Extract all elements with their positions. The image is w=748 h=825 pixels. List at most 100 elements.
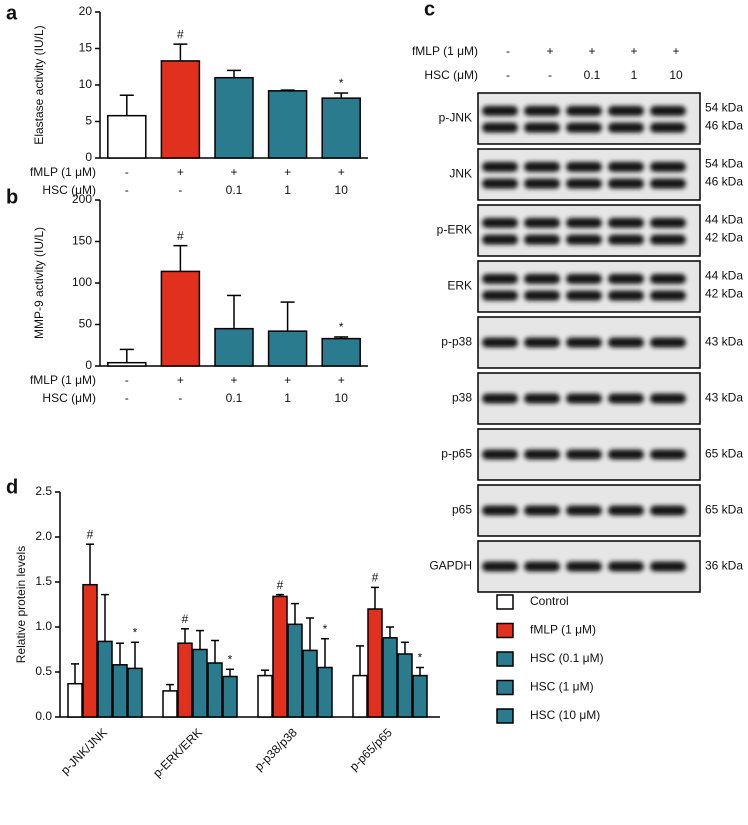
x-tick-label: p-p38/p38	[252, 725, 300, 773]
blot-band	[482, 505, 518, 516]
significance-mark: #	[277, 578, 284, 592]
blot-band	[608, 273, 644, 284]
bar	[214, 76, 254, 159]
blot-band	[524, 178, 560, 189]
blot-frame	[477, 260, 701, 313]
blot-band	[650, 337, 686, 348]
legend-swatch	[496, 651, 514, 667]
blot-band	[566, 217, 602, 228]
blot-band	[524, 161, 560, 172]
condition-value: 10	[335, 183, 349, 197]
kda-label: 44 kDa	[705, 268, 743, 282]
kda-label: 46 kDa	[705, 174, 743, 188]
blot-row-label: p65	[452, 503, 472, 517]
x-tick-label: p-ERK/ERK	[150, 725, 205, 780]
blot-band	[650, 178, 686, 189]
blot-band	[650, 290, 686, 301]
blot-row-label: p-p38	[441, 335, 472, 349]
blot-frame	[477, 204, 701, 257]
y-tick-label: 0	[85, 150, 92, 164]
kda-label: 54 kDa	[705, 100, 743, 114]
blot-band	[608, 505, 644, 516]
significance-mark: *	[228, 652, 233, 666]
condition-value: 0.1	[226, 391, 243, 405]
blot-frame	[477, 148, 701, 201]
y-tick-label: 50	[79, 317, 93, 331]
blot-row-label: p-ERK	[437, 223, 472, 237]
condition-value: -	[506, 44, 510, 58]
bar	[412, 674, 428, 718]
kda-label: 46 kDa	[705, 118, 743, 132]
condition-value: -	[548, 68, 552, 82]
condition-value: -	[506, 68, 510, 82]
significance-mark: *	[133, 625, 138, 639]
kda-label: 54 kDa	[705, 156, 743, 170]
blot-band	[650, 561, 686, 572]
blot-band	[566, 337, 602, 348]
kda-label: 36 kDa	[705, 559, 743, 573]
legend-label: fMLP (1 μM)	[530, 623, 596, 637]
panel-label: a	[6, 2, 18, 24]
condition-label: HSC (μM)	[42, 183, 96, 197]
y-axis-label: Relative protein levels	[14, 546, 28, 663]
condition-value: -	[125, 165, 129, 179]
condition-value: +	[630, 44, 637, 58]
blot-band	[608, 337, 644, 348]
kda-label: 43 kDa	[705, 335, 743, 349]
bar	[82, 583, 98, 718]
significance-mark: #	[177, 27, 184, 41]
significance-mark: *	[339, 320, 344, 334]
bar	[107, 361, 147, 367]
legend-label: HSC (0.1 μM)	[530, 651, 604, 665]
blot-band	[524, 393, 560, 404]
panel-label: c	[424, 0, 435, 20]
bar	[267, 330, 308, 367]
bar	[321, 337, 361, 367]
bar	[267, 90, 308, 159]
condition-label: fMLP (1 μM)	[30, 373, 96, 387]
condition-value: 1	[284, 183, 291, 197]
blot-band	[650, 122, 686, 133]
bar	[397, 653, 413, 718]
bar	[222, 675, 238, 718]
blot-band	[482, 273, 518, 284]
bar	[160, 60, 201, 159]
blot-band	[524, 234, 560, 245]
blot-band	[566, 234, 602, 245]
blot-band	[608, 290, 644, 301]
condition-value: -	[125, 391, 129, 405]
blot-band	[482, 217, 518, 228]
y-tick-label: 15	[79, 41, 93, 55]
condition-value: +	[338, 165, 345, 179]
significance-mark: *	[323, 622, 328, 636]
bar	[207, 662, 223, 718]
blot-band	[650, 217, 686, 228]
blot-band	[566, 122, 602, 133]
blot-band	[650, 273, 686, 284]
blot-band	[482, 161, 518, 172]
x-tick-label: p-p65/p65	[347, 725, 395, 773]
blot-band	[482, 393, 518, 404]
bar	[67, 682, 83, 718]
legend-label: HSC (1 μM)	[530, 680, 594, 694]
blot-band	[482, 449, 518, 460]
condition-value: -	[125, 183, 129, 197]
blot-band	[524, 105, 560, 116]
blot-band	[524, 337, 560, 348]
blot-band	[482, 337, 518, 348]
panel-label: d	[6, 476, 18, 498]
bar	[112, 664, 128, 718]
condition-value: +	[230, 165, 237, 179]
blot-band	[482, 290, 518, 301]
y-axis-label: Elastase activity (IU/L)	[32, 25, 46, 144]
kda-label: 44 kDa	[705, 212, 743, 226]
blot-band	[566, 273, 602, 284]
condition-value: +	[672, 44, 679, 58]
blot-band	[524, 122, 560, 133]
blot-band	[608, 561, 644, 572]
bar	[160, 270, 201, 367]
bar	[317, 666, 333, 718]
blot-row-label: p38	[452, 391, 472, 405]
y-tick-label: 0.5	[35, 664, 52, 678]
bar	[321, 97, 361, 159]
